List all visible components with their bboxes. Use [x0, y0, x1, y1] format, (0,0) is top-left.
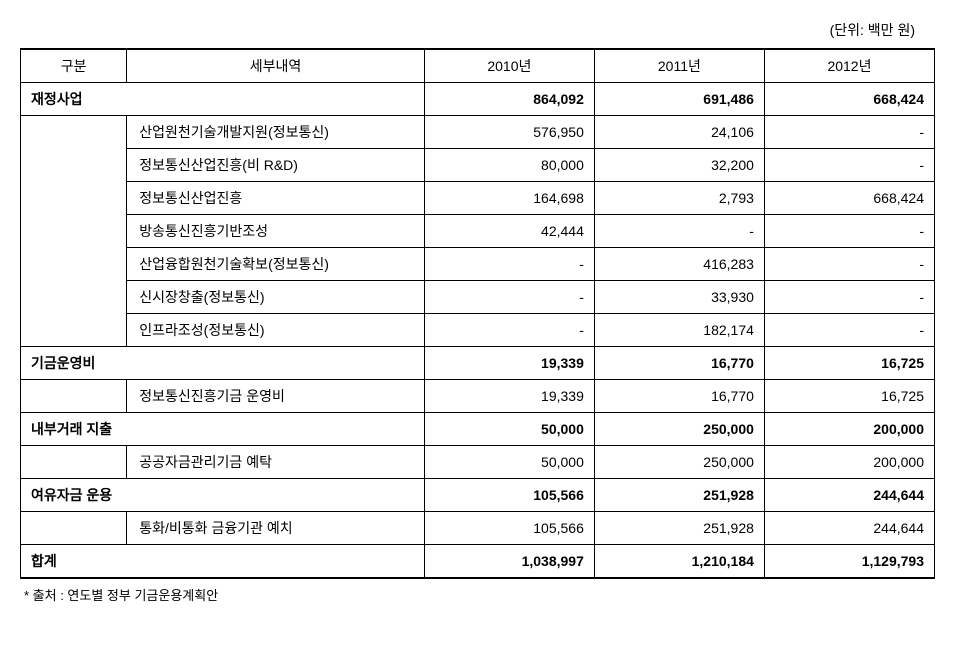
- section-value: 691,486: [594, 83, 764, 116]
- value-cell: 251,928: [594, 512, 764, 545]
- header-2010: 2010년: [424, 49, 594, 83]
- unit-label: (단위: 백만 원): [20, 20, 935, 40]
- section-row: 내부거래 지출50,000250,000200,000: [21, 413, 935, 446]
- value-cell: -: [594, 215, 764, 248]
- section-value: 16,725: [764, 347, 934, 380]
- section-row: 재정사업864,092691,486668,424: [21, 83, 935, 116]
- value-cell: 50,000: [424, 446, 594, 479]
- section-value: 16,770: [594, 347, 764, 380]
- header-row: 구분 세부내역 2010년 2011년 2012년: [21, 49, 935, 83]
- value-cell: 668,424: [764, 182, 934, 215]
- value-cell: -: [764, 314, 934, 347]
- section-row: 여유자금 운용105,566251,928244,644: [21, 479, 935, 512]
- detail-cell: 인프라조성(정보통신): [127, 314, 425, 347]
- value-cell: 33,930: [594, 281, 764, 314]
- section-value: 251,928: [594, 479, 764, 512]
- value-cell: 16,725: [764, 380, 934, 413]
- section-value: 864,092: [424, 83, 594, 116]
- header-gubun: 구분: [21, 49, 127, 83]
- total-value: 1,129,793: [764, 545, 934, 579]
- value-cell: 32,200: [594, 149, 764, 182]
- detail-cell: 정보통신진흥기금 운영비: [127, 380, 425, 413]
- value-cell: 164,698: [424, 182, 594, 215]
- section-label: 여유자금 운용: [21, 479, 425, 512]
- section-value: 50,000: [424, 413, 594, 446]
- value-cell: -: [764, 248, 934, 281]
- detail-cell: 산업융합원천기술확보(정보통신): [127, 248, 425, 281]
- empty-gubun-cell: [21, 116, 127, 149]
- table-row: 방송통신진흥기반조성42,444--: [21, 215, 935, 248]
- detail-cell: 통화/비통화 금융기관 예치: [127, 512, 425, 545]
- value-cell: 105,566: [424, 512, 594, 545]
- empty-gubun-cell: [21, 281, 127, 314]
- detail-cell: 신시장창출(정보통신): [127, 281, 425, 314]
- detail-cell: 정보통신산업진흥(비 R&D): [127, 149, 425, 182]
- section-value: 668,424: [764, 83, 934, 116]
- value-cell: 576,950: [424, 116, 594, 149]
- empty-gubun-cell: [21, 380, 127, 413]
- value-cell: -: [764, 215, 934, 248]
- section-value: 250,000: [594, 413, 764, 446]
- header-2011: 2011년: [594, 49, 764, 83]
- source-note: * 출처 : 연도별 정부 기금운용계획안: [20, 585, 935, 604]
- total-label: 합계: [21, 545, 425, 579]
- section-value: 200,000: [764, 413, 934, 446]
- value-cell: 182,174: [594, 314, 764, 347]
- value-cell: -: [764, 116, 934, 149]
- section-label: 재정사업: [21, 83, 425, 116]
- total-value: 1,210,184: [594, 545, 764, 579]
- empty-gubun-cell: [21, 314, 127, 347]
- value-cell: 200,000: [764, 446, 934, 479]
- header-2012: 2012년: [764, 49, 934, 83]
- header-detail: 세부내역: [127, 49, 425, 83]
- value-cell: 16,770: [594, 380, 764, 413]
- table-row: 정보통신산업진흥164,6982,793668,424: [21, 182, 935, 215]
- table-row: 공공자금관리기금 예탁50,000250,000200,000: [21, 446, 935, 479]
- table-row: 정보통신진흥기금 운영비19,33916,77016,725: [21, 380, 935, 413]
- section-value: 244,644: [764, 479, 934, 512]
- table-row: 정보통신산업진흥(비 R&D)80,00032,200-: [21, 149, 935, 182]
- value-cell: 42,444: [424, 215, 594, 248]
- section-value: 105,566: [424, 479, 594, 512]
- detail-cell: 공공자금관리기금 예탁: [127, 446, 425, 479]
- empty-gubun-cell: [21, 149, 127, 182]
- table-row: 통화/비통화 금융기관 예치105,566251,928244,644: [21, 512, 935, 545]
- empty-gubun-cell: [21, 248, 127, 281]
- section-label: 내부거래 지출: [21, 413, 425, 446]
- table-body: 재정사업864,092691,486668,424산업원천기술개발지원(정보통신…: [21, 83, 935, 579]
- empty-gubun-cell: [21, 512, 127, 545]
- value-cell: -: [764, 149, 934, 182]
- detail-cell: 정보통신산업진흥: [127, 182, 425, 215]
- empty-gubun-cell: [21, 182, 127, 215]
- detail-cell: 산업원천기술개발지원(정보통신): [127, 116, 425, 149]
- total-row: 합계1,038,9971,210,1841,129,793: [21, 545, 935, 579]
- value-cell: -: [764, 281, 934, 314]
- value-cell: -: [424, 248, 594, 281]
- value-cell: 244,644: [764, 512, 934, 545]
- table-row: 인프라조성(정보통신)-182,174-: [21, 314, 935, 347]
- value-cell: -: [424, 281, 594, 314]
- table-row: 신시장창출(정보통신)-33,930-: [21, 281, 935, 314]
- budget-table: 구분 세부내역 2010년 2011년 2012년 재정사업864,092691…: [20, 48, 935, 579]
- total-value: 1,038,997: [424, 545, 594, 579]
- value-cell: 19,339: [424, 380, 594, 413]
- section-value: 19,339: [424, 347, 594, 380]
- value-cell: 416,283: [594, 248, 764, 281]
- value-cell: -: [424, 314, 594, 347]
- section-row: 기금운영비19,33916,77016,725: [21, 347, 935, 380]
- value-cell: 2,793: [594, 182, 764, 215]
- empty-gubun-cell: [21, 446, 127, 479]
- value-cell: 250,000: [594, 446, 764, 479]
- section-label: 기금운영비: [21, 347, 425, 380]
- value-cell: 80,000: [424, 149, 594, 182]
- table-row: 산업원천기술개발지원(정보통신)576,95024,106-: [21, 116, 935, 149]
- value-cell: 24,106: [594, 116, 764, 149]
- empty-gubun-cell: [21, 215, 127, 248]
- table-row: 산업융합원천기술확보(정보통신)-416,283-: [21, 248, 935, 281]
- detail-cell: 방송통신진흥기반조성: [127, 215, 425, 248]
